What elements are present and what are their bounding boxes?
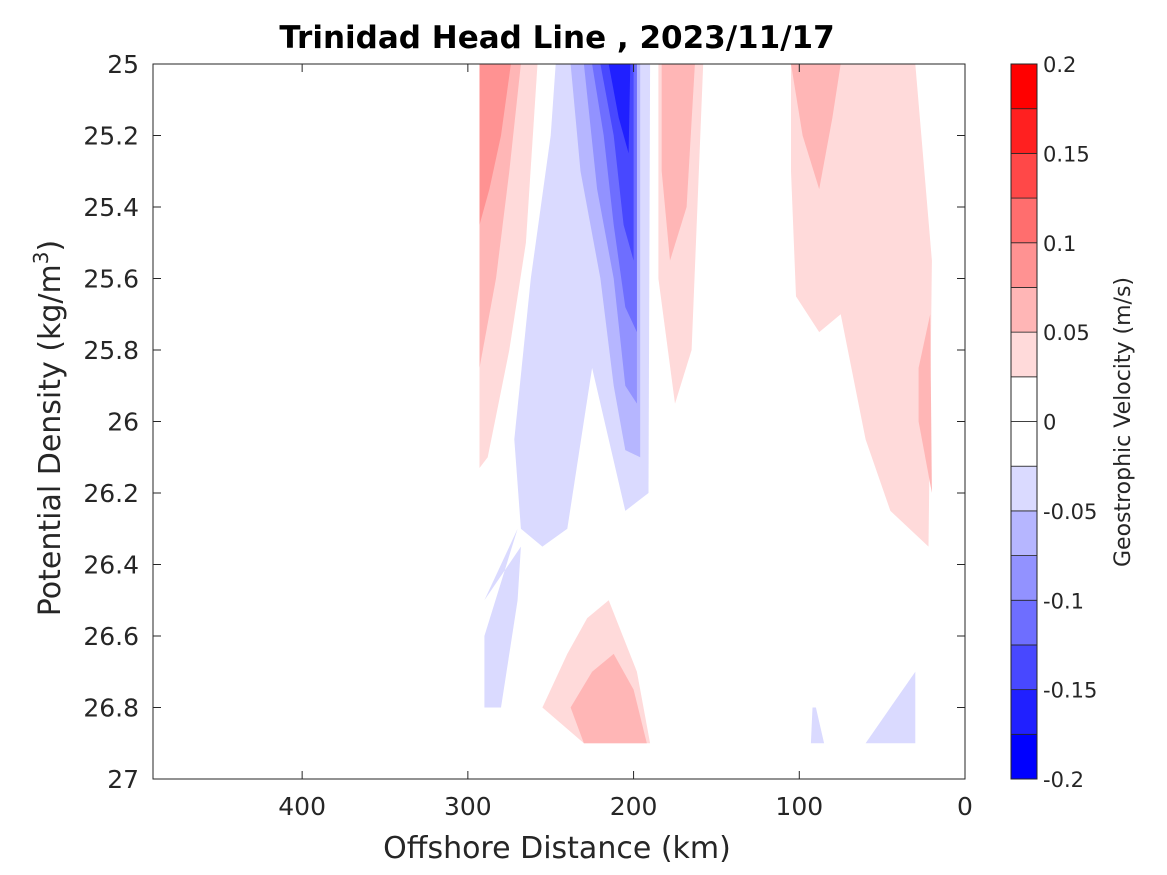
colorbar-label: Geostrophic Velocity (m/s) [1111,277,1136,567]
colorbar: 0.2 0.15 0.1 0.05 0 -0.05 -0.1 -0.15 -0.2 [1010,53,1097,792]
colorbar-band [1010,376,1038,422]
x-tick-label: 100 [775,792,823,821]
colorbar-band [1010,108,1038,154]
contour-region-4 [484,528,521,708]
colorbar-tick-label: 0.15 [1043,142,1090,166]
x-axis-ticks: 400 300 200 100 0 [278,64,973,821]
x-tick-label: 0 [957,792,973,821]
y-tick-label: 26.2 [83,479,139,508]
colorbar-tick-label: -0.2 [1043,768,1084,792]
colorbar-tick-label: -0.05 [1043,500,1097,524]
x-tick-label: 400 [278,792,326,821]
contour-region-13 [791,64,841,190]
colorbar-tick-label: 0.2 [1043,53,1076,77]
colorbar-band [1010,599,1038,646]
colorbar-tick-label: 0.1 [1043,232,1076,256]
plot-area: 400 300 200 100 0 25 25.2 25.4 25.6 25.8 26 26.2 26… [83,50,973,821]
y-tick-label: 26.8 [83,694,139,723]
y-tick-label: 26 [107,408,139,437]
x-tick-label: 300 [444,792,492,821]
contour-region-2 [479,64,511,225]
y-axis-ticks: 25 25.2 25.4 25.6 25.8 26 26.2 26.4 26.6 26.8 27 [83,50,965,794]
y-axis-label: Potential Density (kg/m3) [29,240,68,616]
colorbar-tick-label: 0.05 [1043,321,1090,345]
contour-region-18 [810,707,825,744]
contour-region-12 [791,64,932,547]
contour-region-9 [608,64,631,154]
colorbar-band [1010,197,1038,244]
y-tick-label: 26.6 [83,622,139,651]
y-tick-label: 25.2 [83,122,139,151]
y-tick-label: 25.8 [83,336,139,365]
colorbar-tick-label: -0.1 [1043,589,1084,613]
colorbar-band [1010,733,1038,780]
y-axis-label-superscript: 3 [29,251,53,264]
x-tick-label: 200 [610,792,658,821]
colorbar-frame [1010,63,1038,780]
y-axis-label-close: ) [33,240,68,252]
colorbar-bands [1010,63,1038,780]
y-tick-label: 27 [107,765,139,794]
y-tick-label: 25.4 [83,193,139,222]
colorbar-band [1010,644,1038,691]
colorbar-tick-label: -0.15 [1043,679,1097,703]
colorbar-band [1010,689,1038,735]
chart-title: Trinidad Head Line , 2023/11/17 [279,20,834,56]
x-axis-label: Offshore Distance (km) [383,831,731,866]
colorbar-band [1010,421,1038,467]
y-tick-label: 25.6 [83,265,139,294]
colorbar-band [1010,331,1038,378]
colorbar-band [1010,510,1038,556]
y-tick-label: 25 [107,50,139,79]
colorbar-band [1010,555,1038,601]
y-tick-label: 26.4 [83,551,139,580]
colorbar-ticks: 0.2 0.15 0.1 0.05 0 -0.05 -0.1 -0.15 -0.2 [1043,53,1097,792]
contour-region-16 [570,653,647,744]
colorbar-band [1010,287,1038,333]
contour-region-14 [918,314,932,493]
contour-region-11 [661,64,695,261]
contour-fill-layer [479,64,932,744]
contour-region-17 [865,671,916,744]
y-axis-label-main: Potential Density (kg/m [33,264,68,616]
colorbar-band [1010,152,1038,199]
colorbar-tick-label: 0 [1043,411,1056,435]
colorbar-band [1010,242,1038,288]
colorbar-band [1010,465,1038,512]
colorbar-band [1010,63,1038,110]
